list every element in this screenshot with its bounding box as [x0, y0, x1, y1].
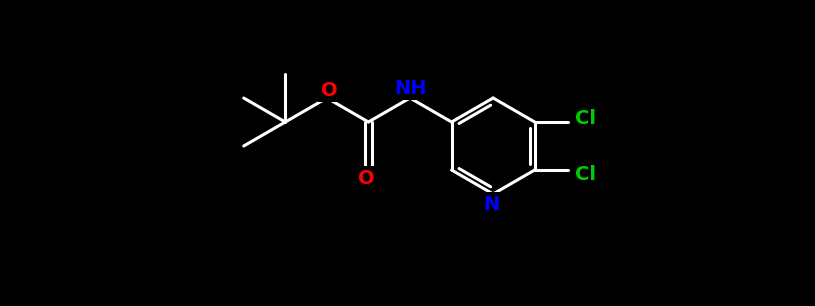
Text: NH: NH — [394, 79, 426, 98]
Text: Cl: Cl — [575, 109, 597, 128]
Text: O: O — [320, 80, 337, 99]
Text: Cl: Cl — [575, 165, 597, 184]
Text: N: N — [483, 195, 500, 214]
Text: O: O — [358, 169, 375, 188]
